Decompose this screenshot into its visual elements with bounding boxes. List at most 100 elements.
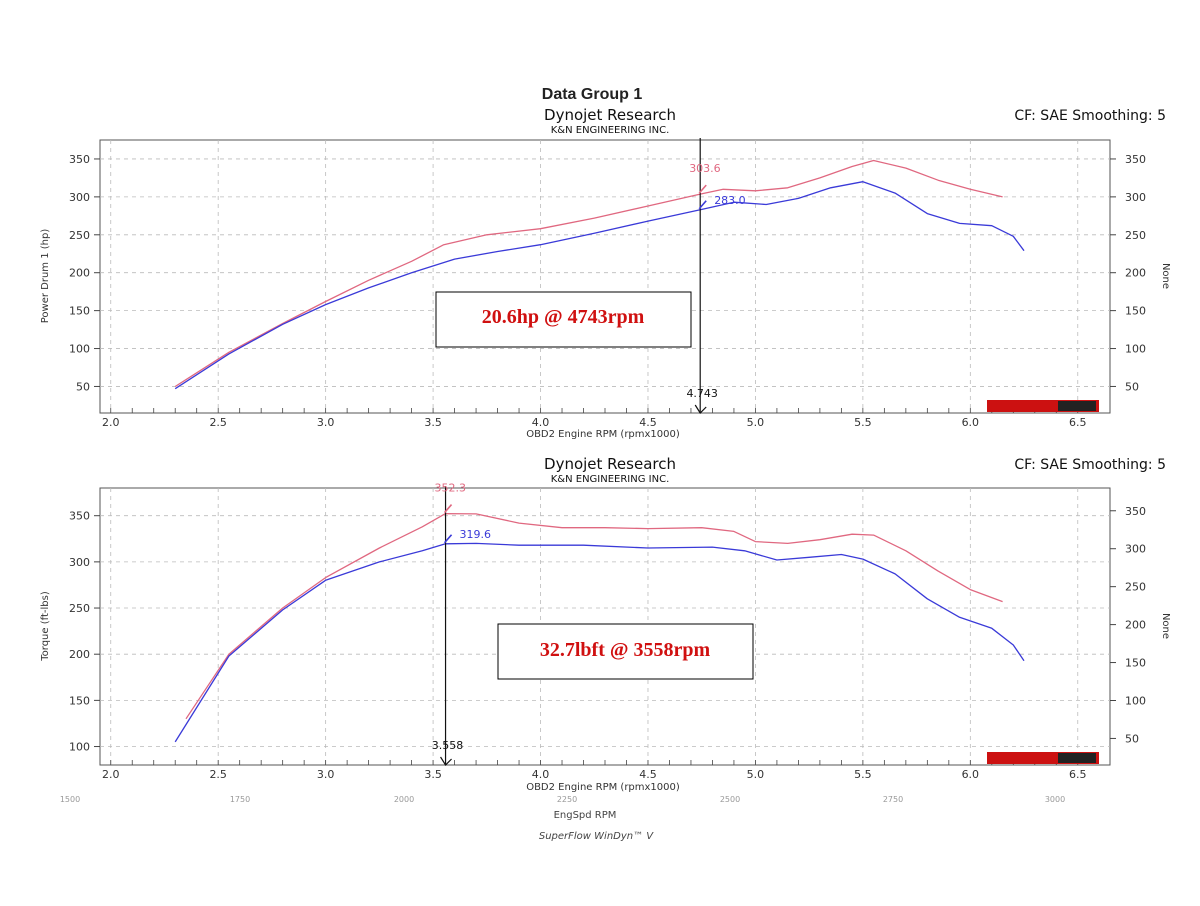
power-y2-tick-label: 100 (1125, 343, 1146, 356)
power-x-tick-label: 2.0 (102, 416, 120, 429)
power-chart-company: Dynojet Research (544, 106, 676, 124)
power-chart-subtitle: K&N ENGINEERING INC. (551, 125, 670, 136)
power-y-tick-label: 100 (69, 343, 90, 356)
engspd-tick-label: 1750 (230, 795, 250, 804)
power-x-tick-label: 3.0 (317, 416, 335, 429)
power-chart-correction: CF: SAE Smoothing: 5 (1014, 108, 1166, 124)
power-y2-axis-label: None (1160, 263, 1171, 289)
power-marker-arrow-2 (698, 200, 707, 210)
power-x-tick-label: 4.5 (639, 416, 657, 429)
torque-series: 3.558 352.3 319.6 (174, 482, 1025, 766)
torque-x-tick-label: 4.0 (532, 768, 550, 781)
power-callout-text: 20.6hp @ 4743rpm (482, 306, 645, 328)
power-y-tick-label: 250 (69, 229, 90, 242)
engspd-tick-label: 3000 (1045, 795, 1065, 804)
torque-marker-arrow-1 (443, 504, 453, 514)
torque-cursor-arrow (440, 756, 452, 766)
torque-marker-label-2: 319.6 (460, 528, 492, 541)
torque-x-tick-label: 5.5 (854, 768, 872, 781)
engspd-tick-label: 2000 (394, 795, 414, 804)
torque-x-tick-label: 6.0 (962, 768, 980, 781)
torque-y2-tick-label: 200 (1125, 619, 1146, 632)
torque-y2-tick-label: 150 (1125, 657, 1146, 670)
power-marker-label-2: 283.0 (714, 194, 746, 207)
power-y2-tick-label: 350 (1125, 153, 1146, 166)
torque-y-axis-label: Torque (ft-lbs) (40, 591, 51, 662)
torque-y-tick-label: 250 (69, 602, 90, 615)
torque-x-tick-label: 3.5 (424, 768, 442, 781)
torque-callout-box (497, 623, 754, 680)
torque-y2-axis-label: None (1160, 613, 1171, 639)
torque-chart-subtitle: K&N ENGINEERING INC. (551, 474, 670, 485)
torque-x-tick-label: 3.0 (317, 768, 335, 781)
torque-y-tick-label: 300 (69, 556, 90, 569)
torque-x-tick-label: 2.5 (209, 768, 227, 781)
power-y2-tick-label: 300 (1125, 191, 1146, 204)
torque-y2-tick-label: 300 (1125, 543, 1146, 556)
power-y2-tick-label: 200 (1125, 267, 1146, 280)
power-callout: 20.6hp @ 4743rpm (435, 291, 692, 348)
torque-chart: Dynojet Research K&N ENGINEERING INC. CF… (40, 455, 1171, 793)
power-cursor-label: 4.743 (686, 387, 718, 400)
power-series-1 (174, 159, 1003, 388)
power-plot-frame (99, 139, 1111, 414)
engspd-tick-label: 2750 (883, 795, 903, 804)
dynojet-logo-tail (1058, 401, 1096, 411)
dynojet-logo (987, 400, 1099, 412)
power-y2-tick-label: 50 (1125, 380, 1139, 393)
power-cursor-arrow (694, 404, 707, 414)
power-y-axis-label: Power Drum 1 (hp) (40, 229, 51, 324)
torque-y2-tick-label: 50 (1125, 732, 1139, 745)
power-x-tick-label: 5.5 (854, 416, 872, 429)
torque-marker-arrow-2 (443, 534, 453, 544)
engspd-tick-label: 2500 (720, 795, 740, 804)
torque-y-tick-label: 100 (69, 741, 90, 754)
dynojet-logo-tail (1058, 753, 1096, 763)
power-x-axis-label: OBD2 Engine RPM (rpmx1000) (526, 429, 680, 440)
power-series: 4.743 303.6 283.0 (174, 138, 1025, 414)
power-marker-arrow-1 (698, 184, 707, 194)
torque-chart-correction: CF: SAE Smoothing: 5 (1014, 457, 1166, 473)
torque-y-tick-label: 200 (69, 648, 90, 661)
power-series-2 (174, 181, 1025, 390)
torque-y2-tick-label: 350 (1125, 505, 1146, 518)
torque-x-tick-label: 6.5 (1069, 768, 1087, 781)
power-y-tick-label: 350 (69, 153, 90, 166)
torque-marker-label-1: 352.3 (435, 482, 467, 495)
power-x-tick-label: 3.5 (424, 416, 442, 429)
torque-x-tick-label: 2.0 (102, 768, 120, 781)
torque-series-1 (185, 512, 1003, 720)
torque-x-tick-label: 5.0 (747, 768, 765, 781)
power-x-tick-label: 5.0 (747, 416, 765, 429)
torque-gridlines (100, 488, 1110, 765)
power-gridlines (100, 140, 1110, 413)
power-y2-tick-label: 250 (1125, 229, 1146, 242)
power-y-tick-label: 50 (76, 380, 90, 393)
engspd-footer: 1500 1750 2000 2250 2500 2750 3000 (60, 795, 1065, 804)
dynojet-logo (987, 752, 1099, 764)
power-x-tick-label: 4.0 (532, 416, 550, 429)
group-title: Data Group 1 (542, 86, 643, 103)
power-chart: Dynojet Research K&N ENGINEERING INC. CF… (40, 106, 1171, 440)
power-y-tick-label: 150 (69, 305, 90, 318)
power-x-tick-label: 6.5 (1069, 416, 1087, 429)
torque-y2-tick-label: 250 (1125, 581, 1146, 594)
torque-series-2 (174, 542, 1025, 743)
power-y-tick-label: 300 (69, 191, 90, 204)
torque-callout-text: 32.7lbft @ 3558rpm (540, 639, 711, 661)
software-credit: SuperFlow WinDyn™ V (539, 831, 654, 842)
power-y-tick-label: 200 (69, 267, 90, 280)
torque-axes: 2.0 2.5 3.0 3.5 4.0 4.5 5.0 5.5 6.0 6.5 100 150 200 2… (69, 505, 1146, 781)
torque-y2-tick-label: 100 (1125, 694, 1146, 707)
torque-x-tick-label: 4.5 (639, 768, 657, 781)
engspd-tick-label: 2250 (557, 795, 577, 804)
torque-x-axis-label: OBD2 Engine RPM (rpmx1000) (526, 782, 680, 793)
torque-callout: 32.7lbft @ 3558rpm (497, 623, 754, 680)
torque-y-tick-label: 350 (69, 510, 90, 523)
power-callout-box (435, 291, 692, 348)
power-axes: 2.0 2.5 3.0 3.5 4.0 4.5 5.0 5.5 6.0 6.5 50 100 150 20… (69, 153, 1146, 429)
engspd-tick-label: 1500 (60, 795, 80, 804)
engspd-axis-label: EngSpd RPM (554, 810, 617, 821)
power-y2-tick-label: 150 (1125, 305, 1146, 318)
